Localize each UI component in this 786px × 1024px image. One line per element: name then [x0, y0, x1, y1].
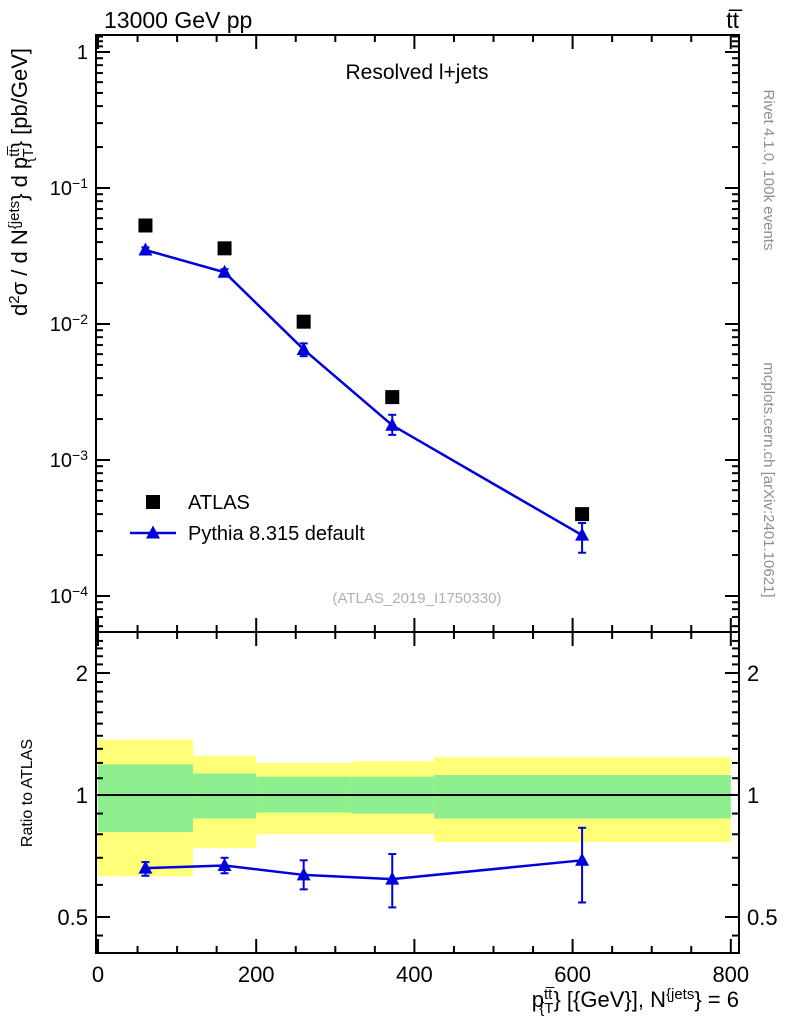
ratio-marker: [138, 860, 153, 874]
atlas-marker: [217, 241, 232, 256]
legend-label-pythia: Pythia 8.315 default: [188, 523, 365, 545]
mcplots-reference-text: mcplots.cern.ch [arXiv:2401.10621]: [760, 362, 777, 597]
ratio-marker: [217, 857, 232, 871]
y-tick-label: 10−2: [50, 311, 88, 336]
atlas-marker: [385, 390, 400, 405]
pythia-marker: [296, 341, 311, 355]
atlas-series: [138, 218, 590, 522]
pythia-series: [138, 242, 590, 554]
axis-titles: d2σ / d N{jets} d ptt̅{T} [pb/GeV] ptt̅ {T…: [6, 48, 739, 1017]
x-tick-label: 400: [396, 962, 433, 987]
green-band-segment: [434, 775, 731, 819]
x-tick-label: 200: [238, 962, 275, 987]
ratio-tick-label: 0.5: [747, 905, 778, 930]
atlas-marker: [296, 314, 311, 329]
ratio-tick-label: 1: [76, 783, 88, 808]
ratio-tick-label: 0.5: [57, 905, 88, 930]
atlas-marker: [575, 507, 590, 522]
data-series: [138, 218, 590, 909]
rivet-version-text: Rivet 4.1.0, 100k events: [760, 90, 777, 251]
pythia-marker: [385, 417, 400, 431]
atlas-marker: [138, 218, 153, 233]
x-tick-label: 0: [92, 962, 104, 987]
legend: ATLAS Pythia 8.315 default: [130, 492, 365, 545]
analysis-watermark: (ATLAS_2019_I1750330): [332, 590, 501, 607]
pythia-marker: [217, 264, 232, 278]
y-axis-label: d2σ / d N{jets} d ptt̅{T} [pb/GeV]: [6, 48, 37, 316]
x-tick-label: 800: [712, 962, 749, 987]
observable-title: Resolved l+jets: [346, 61, 489, 84]
ratio-tick-label: 1: [747, 783, 759, 808]
uncertainty-bands: [96, 739, 739, 877]
y-tick-label: 10−4: [50, 583, 88, 608]
y-tick-label: 1: [77, 42, 88, 64]
x-axis-label: ptt̅ {T} [{GeV}], N{jets} = 6: [532, 986, 739, 1017]
ratio-panel-frame: [95, 631, 740, 954]
y-tick-label: 10−3: [50, 447, 88, 472]
green-band-segment: [98, 764, 193, 833]
ratio-axis-label: Ratio to ATLAS: [19, 739, 36, 847]
legend-marker-atlas: [146, 495, 160, 509]
ratio-marker: [575, 852, 590, 866]
x-tick-label: 600: [554, 962, 591, 987]
ratio-marker: [385, 871, 400, 885]
legend-marker-pythia: [146, 525, 160, 539]
axis-tick-labels: 0 200 400 600 800 1 10−1 10−2 10−3 10−4 2 2 1 1 0.5 0.5: [50, 42, 778, 987]
legend-label-atlas: ATLAS: [188, 492, 250, 514]
process-label: tt̅: [726, 7, 742, 33]
pythia-marker: [575, 527, 590, 541]
axes-ticks: [96, 35, 739, 953]
ratio-tick-label: 2: [76, 661, 88, 686]
pythia-marker: [138, 242, 153, 256]
ratio-series: [138, 826, 590, 909]
ratio-tick-label: 2: [747, 661, 759, 686]
ratio-marker: [296, 867, 311, 881]
collision-energy-title: 13000 GeV pp: [104, 7, 252, 33]
y-tick-label: 10−1: [50, 175, 88, 200]
